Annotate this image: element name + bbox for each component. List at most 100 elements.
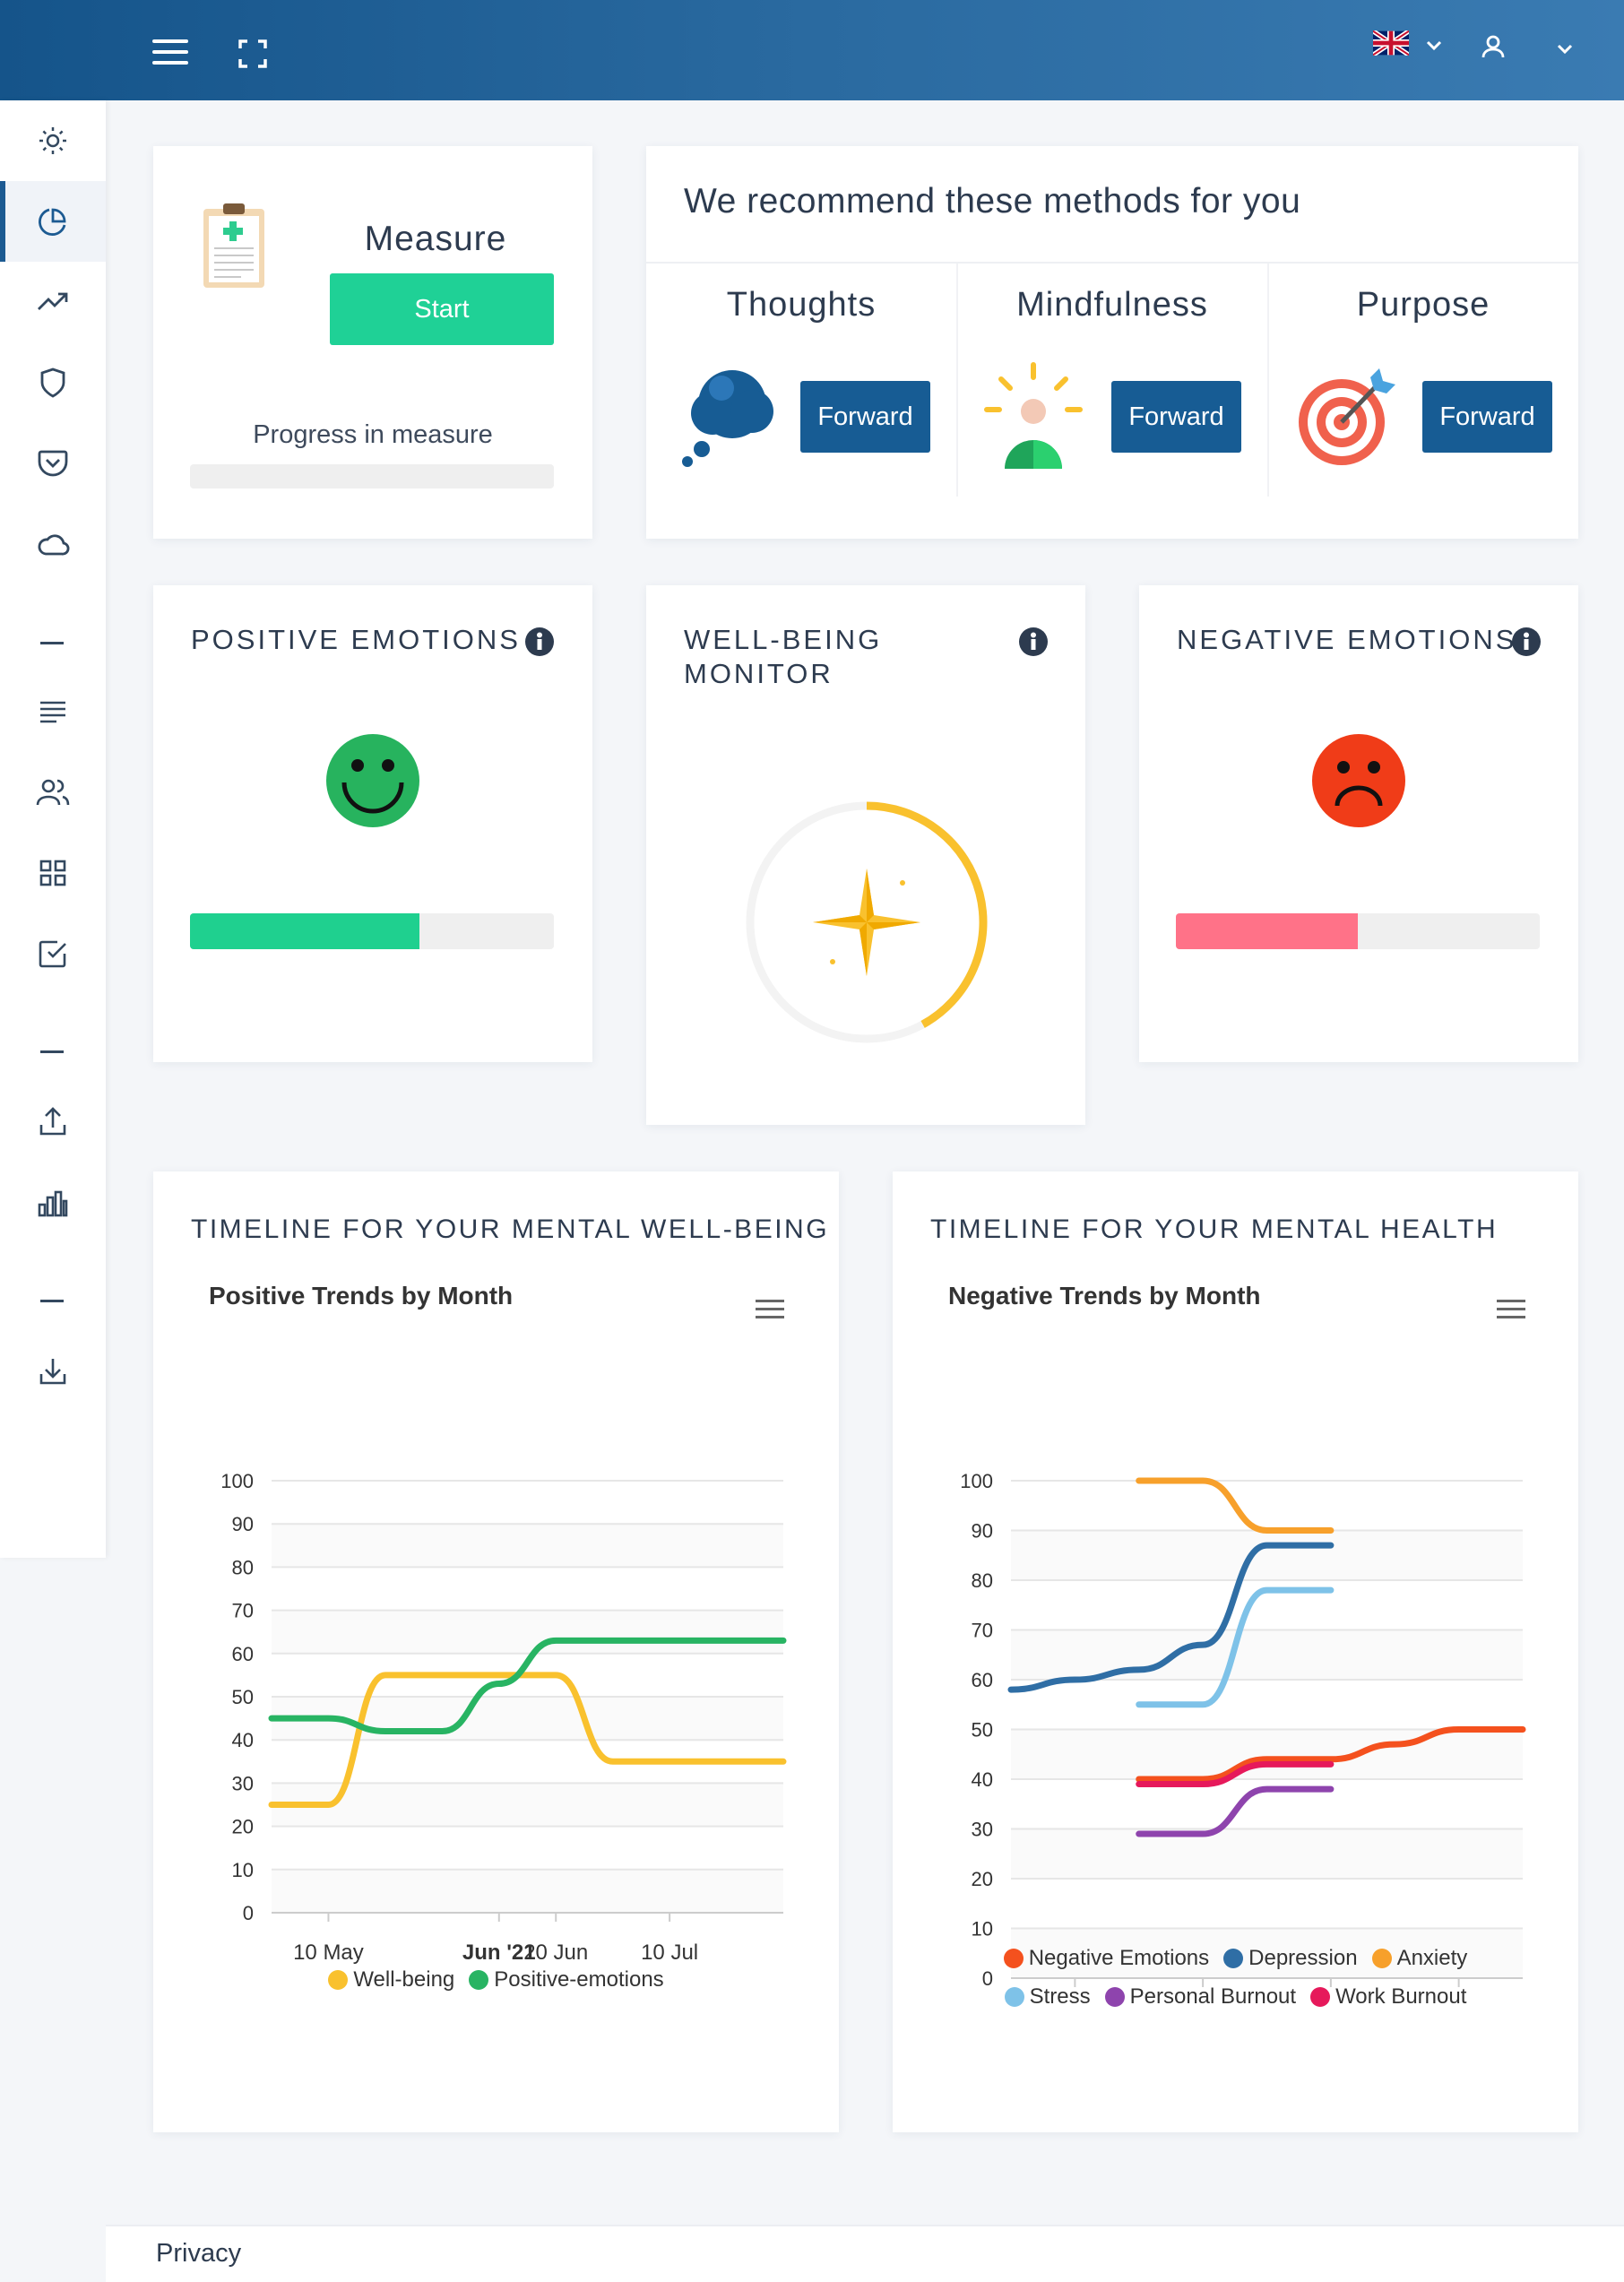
y-tick-label: 0 bbox=[982, 1967, 993, 1990]
negative-emotions-card: NEGATIVE EMOTIONS bbox=[1139, 585, 1578, 1062]
mindfulness-forward-button[interactable]: Forward bbox=[1111, 381, 1241, 453]
sidebar-item-trends[interactable] bbox=[0, 262, 106, 342]
align-left-icon bbox=[40, 701, 65, 723]
fullscreen-icon[interactable] bbox=[238, 39, 267, 68]
chart-menu-icon[interactable] bbox=[756, 1300, 784, 1319]
legend-label: Well-being bbox=[353, 1967, 455, 1992]
thought-bubble-icon bbox=[682, 370, 773, 467]
measure-card: Measure Start Progress in measure bbox=[153, 146, 592, 539]
plot-band bbox=[272, 1783, 783, 1827]
positive-emotions-bar bbox=[190, 913, 554, 949]
legend-item[interactable]: Personal Burnout bbox=[1104, 1981, 1297, 2013]
plot-band bbox=[1011, 1629, 1523, 1680]
negative-trends-chart: Negative Trends by Month 0 10 20 30 40 50 60 70 8… bbox=[948, 1282, 1526, 1990]
uk-flag-icon bbox=[1373, 30, 1409, 56]
sidebar-item-stats[interactable] bbox=[0, 1163, 106, 1243]
hamburger-icon[interactable] bbox=[152, 39, 188, 65]
meditation-icon bbox=[984, 362, 1083, 469]
recommend-card: We recommend these methods for you Thoug… bbox=[646, 146, 1578, 539]
sidebar-item-tasks[interactable] bbox=[0, 913, 106, 994]
legend-item[interactable]: Work Burnout bbox=[1310, 1981, 1466, 2013]
sidebar bbox=[0, 100, 106, 1558]
purpose-forward-button[interactable]: Forward bbox=[1422, 381, 1552, 453]
negative-emotions-fill bbox=[1176, 913, 1358, 949]
method-thoughts-label: Thoughts bbox=[726, 286, 877, 324]
legend-marker bbox=[1104, 1987, 1125, 2007]
y-tick-label: 50 bbox=[232, 1686, 254, 1708]
legend-item[interactable]: Anxiety bbox=[1371, 1942, 1467, 1975]
series-line-positive-emotions bbox=[268, 1637, 787, 1735]
y-tick-label: 70 bbox=[232, 1600, 254, 1622]
sidebar-item-text[interactable] bbox=[0, 671, 106, 752]
y-tick-label: 20 bbox=[232, 1816, 254, 1838]
sidebar-separator bbox=[40, 1050, 64, 1053]
wellbeing-gauge-arc bbox=[866, 801, 988, 1028]
timeline-wellbeing-card: TIMELINE FOR YOUR MENTAL WELL-BEING Posi… bbox=[153, 1171, 839, 2132]
top-bar bbox=[0, 0, 1624, 100]
legend-label: Negative Emotions bbox=[1028, 1946, 1210, 1970]
chart-menu-icon[interactable] bbox=[1497, 1300, 1525, 1319]
legend-label: Stress bbox=[1029, 1984, 1091, 2009]
plot-band bbox=[272, 1869, 783, 1913]
series-line-anxiety bbox=[1136, 1477, 1335, 1534]
legend-item[interactable]: Positive-emotions bbox=[469, 1967, 664, 1992]
positive-emotions-title: POSITIVE EMOTIONS bbox=[191, 624, 521, 655]
download-icon bbox=[39, 1359, 66, 1385]
sidebar-item-grid[interactable] bbox=[0, 833, 106, 913]
sidebar-item-cloud[interactable] bbox=[0, 504, 106, 584]
y-tick-label: 80 bbox=[972, 1569, 993, 1592]
sidebar-item-dashboard[interactable] bbox=[0, 181, 106, 262]
legend-item[interactable]: Stress bbox=[1004, 1981, 1091, 2013]
y-tick-label: 0 bbox=[243, 1902, 254, 1924]
negative-emotions-bar bbox=[1176, 913, 1540, 949]
info-icon[interactable] bbox=[1019, 627, 1048, 656]
y-tick-label: 10 bbox=[232, 1859, 254, 1881]
sidebar-item-users[interactable] bbox=[0, 752, 106, 833]
start-button[interactable]: Start bbox=[330, 273, 554, 345]
info-icon[interactable] bbox=[525, 627, 554, 656]
series-line-negative-emotions bbox=[1136, 1726, 1526, 1783]
y-tick-label: 40 bbox=[972, 1768, 993, 1791]
y-tick-label: 90 bbox=[972, 1520, 993, 1543]
positive-trends-chart: Positive Trends by Month 0 10 20 30 40 50 60 70 8… bbox=[209, 1282, 787, 1965]
x-tick-label: 10 May bbox=[293, 1941, 364, 1965]
y-tick-label: 30 bbox=[972, 1819, 993, 1841]
legend-marker bbox=[1223, 1949, 1244, 1968]
sidebar-item-sun[interactable] bbox=[0, 100, 106, 181]
y-tick-label: 30 bbox=[232, 1772, 254, 1794]
chevron-down-icon bbox=[1557, 44, 1573, 55]
positive-emotions-fill bbox=[190, 913, 419, 949]
sidebar-item-shield[interactable] bbox=[0, 342, 106, 423]
bar-chart-icon bbox=[38, 1190, 68, 1217]
legend-marker bbox=[328, 1970, 349, 1990]
plot-band bbox=[272, 1610, 783, 1654]
timeline-health-card: TIMELINE FOR YOUR MENTAL HEALTH Negative… bbox=[893, 1171, 1578, 2132]
y-tick-label: 20 bbox=[972, 1868, 993, 1890]
target-icon bbox=[1299, 368, 1395, 465]
legend-item[interactable]: Well-being bbox=[328, 1967, 454, 1992]
measure-title: Measure bbox=[364, 220, 507, 258]
plot-band bbox=[1011, 1530, 1523, 1580]
legend-label: Positive-emotions bbox=[494, 1967, 664, 1992]
language-selector[interactable] bbox=[1373, 30, 1445, 63]
thoughts-forward-button[interactable]: Forward bbox=[800, 381, 930, 453]
legend-label: Work Burnout bbox=[1335, 1984, 1467, 2009]
legend-label: Personal Burnout bbox=[1129, 1984, 1297, 2009]
footer: Privacy bbox=[106, 2225, 1624, 2282]
privacy-link[interactable]: Privacy bbox=[156, 2239, 242, 2268]
legend-item[interactable]: Negative Emotions bbox=[1003, 1942, 1210, 1975]
method-mindfulness-label: Mindfulness bbox=[1016, 286, 1208, 324]
method-divider bbox=[956, 264, 958, 497]
y-tick-label: 80 bbox=[232, 1556, 254, 1578]
user-icon bbox=[1481, 35, 1505, 58]
sidebar-item-download[interactable] bbox=[0, 1331, 106, 1412]
recommend-title: We recommend these methods for you bbox=[684, 182, 1301, 220]
sidebar-item-pocket[interactable] bbox=[0, 423, 106, 504]
legend-item[interactable]: Depression bbox=[1223, 1942, 1358, 1975]
sidebar-item-upload[interactable] bbox=[0, 1082, 106, 1163]
x-tick-label: Jun '21 bbox=[462, 1941, 536, 1965]
user-menu[interactable] bbox=[1481, 34, 1579, 66]
legend-label: Depression bbox=[1248, 1946, 1358, 1970]
info-icon[interactable] bbox=[1512, 627, 1541, 656]
plot-band bbox=[1011, 1828, 1523, 1879]
